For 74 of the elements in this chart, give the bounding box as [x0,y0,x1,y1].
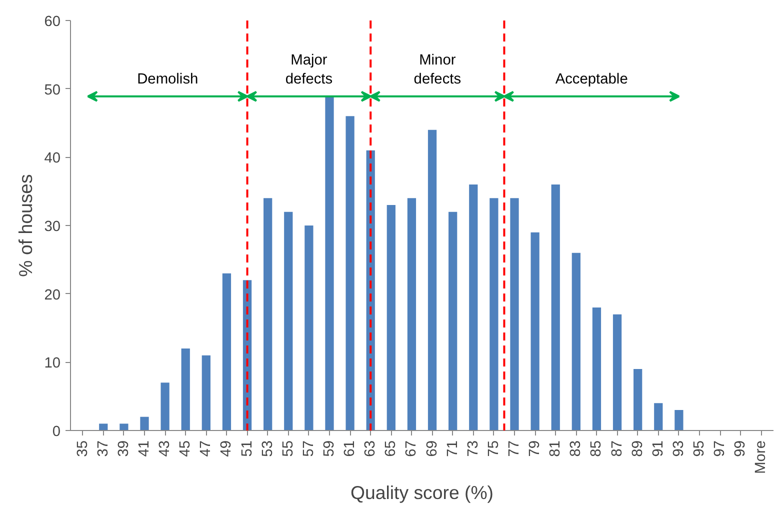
x-axis-title: Quality score (%) [350,482,494,503]
x-tick-label: 95 [692,440,708,457]
bar [530,232,540,430]
annotation: Minor defects [414,52,462,88]
y-tick-label: 40 [44,150,61,167]
x-tick-label: 75 [486,440,502,457]
bar [120,424,128,430]
x-tick-label: 71 [444,440,461,457]
x-tick-label: 47 [198,440,214,457]
bar [490,198,498,430]
bar [469,184,478,430]
x-tick-label: 39 [116,440,132,457]
bar [222,273,232,430]
x-tick-label: 77 [506,440,522,457]
x-tick-label: 79 [527,440,544,457]
bar [592,308,602,430]
x-tick-label: 37 [95,440,112,457]
x-tick-label: 63 [362,440,379,457]
x-tick-label: 53 [260,440,276,457]
bar [654,403,663,430]
bar [448,212,458,430]
x-tick-label: 91 [650,440,666,457]
y-tick-label: 50 [44,82,61,98]
y-axis-title: % of houses [15,174,36,277]
y-tick-label: 20 [44,287,61,304]
bar [551,184,560,430]
y-tick-label: 30 [44,219,61,235]
x-tick-label: 35 [74,440,91,457]
x-tick-label: 55 [280,440,296,457]
x-tick-label: 67 [404,440,420,457]
bar [181,348,190,430]
bar [428,130,437,430]
x-tick-label: 83 [568,440,584,457]
x-tick-label: 51 [239,440,256,457]
bar [160,382,170,430]
bar [386,205,396,430]
x-tick-label: 99 [732,440,749,457]
x-tick-label: 49 [218,440,235,457]
bar [572,252,580,430]
bar [304,226,314,430]
y-tick-label: 60 [44,14,61,30]
x-tick-label: 41 [136,440,152,457]
bar [99,424,108,430]
bar [634,369,642,430]
annotation: Demolish [137,71,198,88]
y-tick-label: 0 [52,424,61,440]
x-tick-label: 43 [157,440,174,457]
x-tick-label: 65 [383,440,400,457]
y-tick-label: 10 [44,356,61,372]
x-tick-label: 81 [548,440,564,457]
x-tick-label: 87 [609,440,626,457]
x-tick-label: 97 [712,440,728,457]
bar [202,355,210,430]
bar [612,314,622,430]
x-tick-label: 69 [424,440,440,457]
x-tick-label: More [753,440,770,474]
x-tick-label: 93 [670,440,687,457]
bar [407,198,416,430]
bar [284,212,293,430]
annotation: Major defects [285,52,333,88]
x-tick-label: 45 [178,440,194,457]
annotation: Acceptable [555,71,628,88]
x-tick-label: 59 [322,440,338,457]
x-tick-label: 61 [342,440,358,457]
bar [264,198,272,430]
x-tick-label: 57 [300,440,317,457]
x-tick-label: 73 [465,440,482,457]
bar [140,416,149,430]
x-tick-label: 85 [588,440,605,457]
bar [674,410,684,430]
bar [325,96,334,430]
x-tick-label: 89 [630,440,646,457]
bar [510,198,519,430]
bar [346,116,354,430]
